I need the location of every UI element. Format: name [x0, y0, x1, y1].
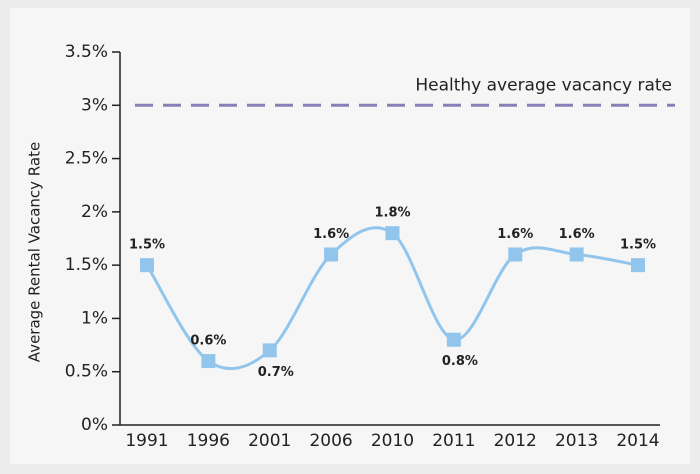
y-tick-label: 0.5%	[65, 362, 108, 382]
y-tick-label: 3.5%	[65, 42, 108, 62]
marker	[385, 226, 400, 241]
data-label: 1.5%	[620, 238, 656, 253]
data-label: 1.6%	[313, 227, 349, 242]
marker	[201, 354, 216, 369]
data-label: 1.8%	[374, 206, 410, 221]
y-tick-label: 2%	[81, 202, 108, 222]
marker	[631, 258, 645, 273]
x-tick-label: 2013	[555, 431, 598, 451]
data-label: 0.8%	[442, 354, 478, 369]
marker	[324, 247, 339, 262]
y-tick-label: 1%	[81, 308, 108, 328]
x-tick-label: 2011	[432, 431, 475, 451]
marker	[262, 343, 277, 358]
data-label: 0.7%	[258, 365, 294, 380]
marker	[446, 332, 461, 347]
x-tick-label: 1996	[187, 431, 230, 451]
marker	[140, 258, 154, 273]
y-tick-label: 1.5%	[65, 255, 108, 275]
marker	[569, 247, 584, 262]
data-label: 1.6%	[559, 227, 595, 242]
reference-label: Healthy average vacancy rate	[415, 75, 672, 95]
x-tick-label: 2012	[494, 431, 537, 451]
panel	[10, 8, 690, 464]
y-tick-label: 3%	[81, 95, 108, 115]
marker	[508, 247, 523, 262]
data-label: 1.6%	[497, 227, 533, 242]
data-label: 0.6%	[190, 334, 226, 349]
y-tick-label: 2.5%	[65, 149, 108, 169]
y-axis-label: Average Rental Vacancy Rate	[26, 142, 44, 362]
x-tick-label: 2010	[371, 431, 414, 451]
x-tick-label: 1991	[125, 431, 168, 451]
y-tick-label: 0%	[81, 415, 108, 435]
data-label: 1.5%	[129, 238, 165, 253]
x-tick-label: 2001	[248, 431, 291, 451]
x-tick-label: 2014	[616, 431, 659, 451]
x-tick-label: 2006	[309, 431, 352, 451]
